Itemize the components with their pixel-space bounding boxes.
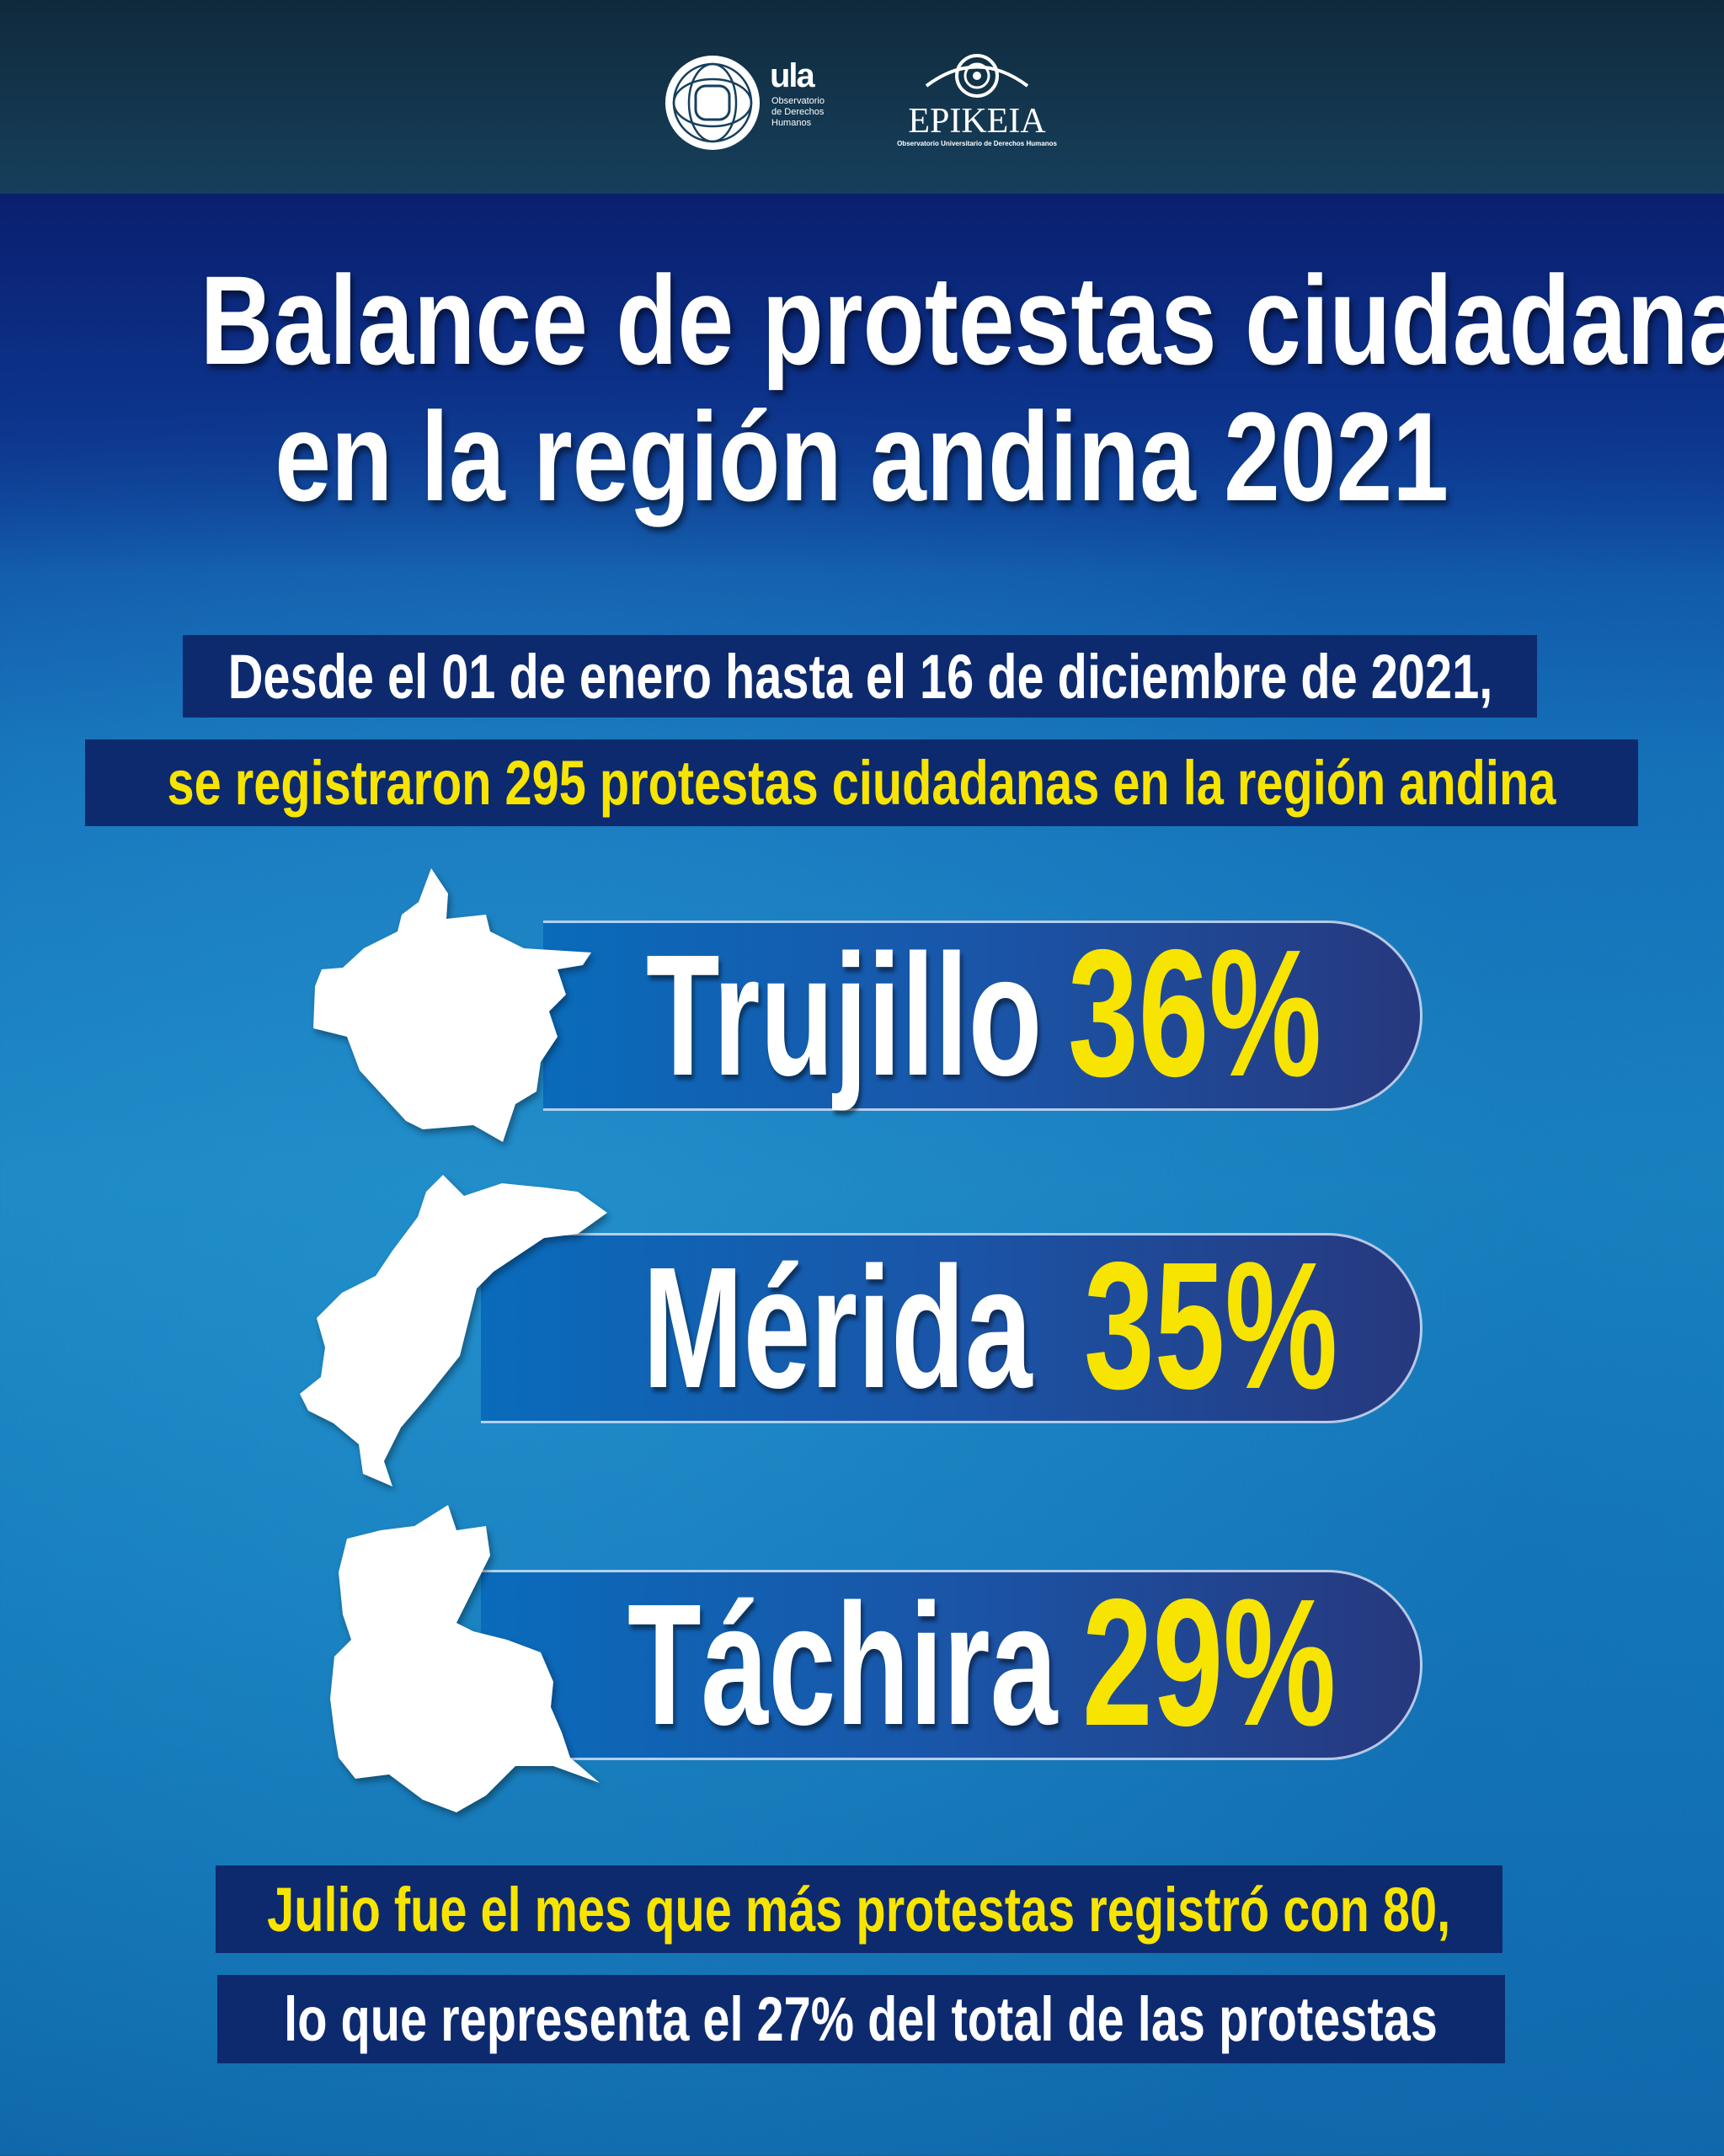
footer-box-1: Julio fue el mes que más protestas regis… (216, 1865, 1502, 1953)
state-pill-tachira (481, 1570, 1422, 1760)
intro-line-2: se registraron 295 protestas ciudadanas … (167, 748, 1556, 818)
footer-box-2: lo que representa el 27% del total de la… (217, 1975, 1505, 2063)
state-pill-trujillo (543, 921, 1422, 1111)
footer-line-1: Julio fue el mes que más protestas regis… (267, 1874, 1451, 1945)
state-percent-merida: 35% (1084, 1224, 1338, 1427)
state-percent-tachira: 29% (1082, 1561, 1337, 1764)
ula-logo: ula Observatorio de Derechos Humanos (662, 52, 864, 153)
intro-box-1: Desde el 01 de enero hasta el 16 de dici… (183, 635, 1537, 718)
state-percent-trujillo: 36% (1068, 911, 1322, 1114)
state-pill-merida (481, 1233, 1422, 1423)
epikeia-subtitle: Observatorio Universitario de Derechos H… (897, 140, 1057, 147)
state-name-trujillo: Trujillo (646, 919, 1043, 1112)
state-name-merida: Mérida (643, 1231, 1033, 1424)
eye-icon (925, 54, 1029, 98)
footer-line-2: lo que representa el 27% del total de la… (284, 1984, 1438, 2054)
state-name-tachira: Táchira (627, 1568, 1058, 1761)
intro-line-1: Desde el 01 de enero hasta el 16 de dici… (227, 641, 1492, 712)
trujillo-map-icon (313, 868, 591, 1142)
title-band (0, 194, 1724, 573)
epikeia-wordmark: EPIKEIA (908, 102, 1046, 141)
ula-emblem-icon (665, 56, 760, 150)
ula-subtitle: Observatorio de Derechos Humanos (771, 96, 825, 128)
page-title-line-2: en la región andina 2021 (275, 386, 1449, 527)
epikeia-logo: EPIKEIA Observatorio Universitario de De… (884, 52, 1070, 157)
tachira-map-icon (330, 1505, 600, 1812)
merida-map-icon (300, 1175, 607, 1486)
ula-wordmark: ula (770, 57, 815, 94)
header-band (0, 0, 1724, 194)
page-title-line-1: Balance de protestas ciudadanas (200, 249, 1724, 391)
intro-box-2: se registraron 295 protestas ciudadanas … (85, 739, 1638, 826)
